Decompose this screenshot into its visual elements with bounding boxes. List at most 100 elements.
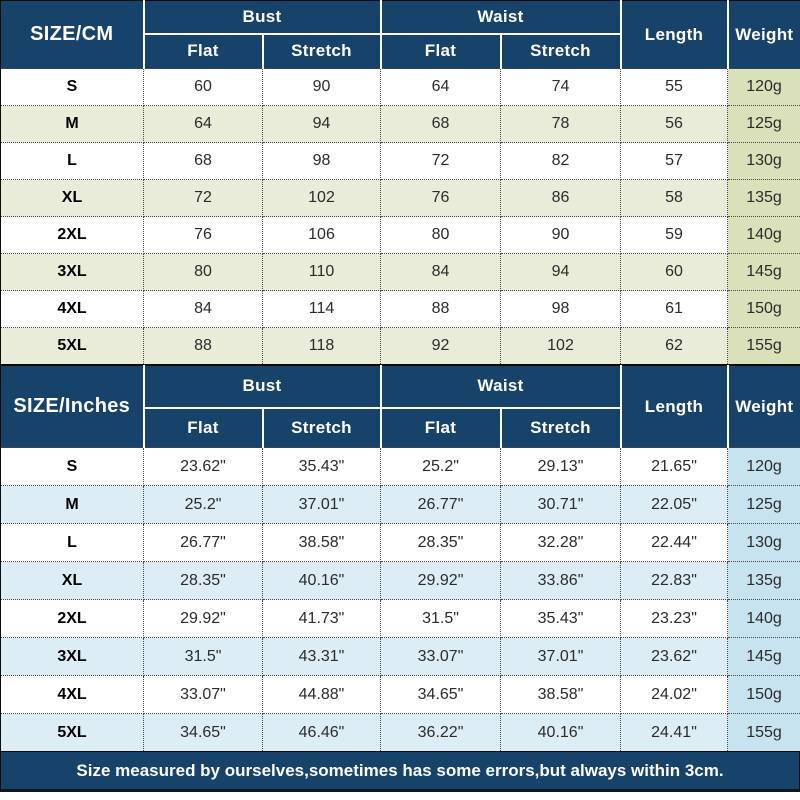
- waist-stretch-cell: 86: [500, 179, 622, 217]
- table-row: M 25.2" 37.01" 26.77" 30.71" 22.05" 125g: [0, 485, 800, 524]
- length-cell: 23.23": [620, 599, 729, 638]
- weight-cell: 125g: [727, 485, 800, 524]
- waist-stretch-cell: 102: [500, 327, 622, 365]
- length-cell: 60: [620, 253, 729, 291]
- size-chart-inches-table: SIZE/Inches Bust Waist Length Weight Fla…: [0, 365, 800, 752]
- bust-stretch-cell: 46.46": [261, 713, 382, 752]
- bust-flat-cell: 23.62": [143, 447, 263, 486]
- length-cell: 57: [620, 142, 729, 180]
- bottom-gap: [0, 792, 800, 797]
- weight-cell: 145g: [727, 253, 800, 291]
- inches-weight-header: Weight: [727, 365, 800, 448]
- waist-stretch-cell: 37.01": [500, 637, 622, 676]
- bust-stretch-cell: 41.73": [261, 599, 382, 638]
- cm-bust-stretch-subheader: Stretch: [262, 33, 382, 69]
- inches-bust-flat-subheader: Flat: [143, 407, 264, 448]
- table-row: XL 28.35" 40.16" 29.92" 33.86" 22.83" 13…: [0, 561, 800, 600]
- waist-flat-cell: 29.92": [380, 561, 502, 600]
- length-cell: 58: [620, 179, 729, 217]
- size-cell: 5XL: [0, 713, 144, 752]
- bust-stretch-cell: 37.01": [261, 485, 382, 524]
- footer-note-bar: Size measured by ourselves,sometimes has…: [0, 752, 800, 789]
- bust-flat-cell: 33.07": [143, 675, 263, 714]
- bust-flat-cell: 25.2": [143, 485, 263, 524]
- length-cell: 24.02": [620, 675, 729, 714]
- table-row: L 68 98 72 82 57 130g: [0, 142, 800, 180]
- waist-stretch-cell: 94: [500, 253, 622, 291]
- size-cell: 5XL: [0, 327, 144, 365]
- size-cell: 3XL: [0, 253, 144, 291]
- waist-stretch-cell: 74: [500, 68, 622, 106]
- waist-stretch-cell: 90: [500, 216, 622, 254]
- waist-stretch-cell: 29.13": [500, 447, 622, 486]
- inches-length-header: Length: [620, 365, 729, 448]
- inches-waist-flat-subheader: Flat: [380, 407, 502, 448]
- waist-flat-cell: 80: [380, 216, 502, 254]
- bust-stretch-cell: 43.31": [261, 637, 382, 676]
- inches-bust-stretch-subheader: Stretch: [262, 407, 382, 448]
- length-cell: 56: [620, 105, 729, 143]
- waist-flat-cell: 31.5": [380, 599, 502, 638]
- bust-stretch-cell: 40.16": [261, 561, 382, 600]
- table-row: S 60 90 64 74 55 120g: [0, 68, 800, 106]
- size-chart-cm-table: SIZE/CM Bust Waist Length Weight Flat St…: [0, 0, 800, 365]
- size-cell: 4XL: [0, 290, 144, 328]
- length-cell: 62: [620, 327, 729, 365]
- waist-stretch-cell: 30.71": [500, 485, 622, 524]
- length-cell: 22.83": [620, 561, 729, 600]
- cm-waist-header: Waist: [380, 0, 622, 35]
- footer-note: Size measured by ourselves,sometimes has…: [76, 760, 724, 780]
- length-cell: 21.65": [620, 447, 729, 486]
- cm-header-group-row: SIZE/CM Bust Waist Length Weight: [0, 0, 800, 69]
- cm-header-sub-row: Flat Stretch Flat Stretch: [1, 33, 800, 69]
- length-cell: 22.05": [620, 485, 729, 524]
- cm-waist-stretch-subheader: Stretch: [500, 33, 622, 69]
- bust-stretch-cell: 38.58": [261, 523, 382, 562]
- length-cell: 59: [620, 216, 729, 254]
- bust-flat-cell: 72: [143, 179, 263, 217]
- size-cell: M: [0, 105, 144, 143]
- waist-stretch-cell: 40.16": [500, 713, 622, 752]
- cm-weight-header: Weight: [727, 0, 800, 69]
- weight-cell: 135g: [727, 561, 800, 600]
- bust-flat-cell: 60: [143, 68, 263, 106]
- waist-flat-cell: 68: [380, 105, 502, 143]
- size-cell: M: [0, 485, 144, 524]
- weight-cell: 130g: [727, 142, 800, 180]
- table-row: 3XL 31.5" 43.31" 33.07" 37.01" 23.62" 14…: [0, 637, 800, 676]
- length-cell: 22.44": [620, 523, 729, 562]
- waist-flat-cell: 88: [380, 290, 502, 328]
- table-row: 3XL 80 110 84 94 60 145g: [0, 253, 800, 291]
- size-cell: L: [0, 142, 144, 180]
- weight-cell: 150g: [727, 675, 800, 714]
- cm-bust-header: Bust: [143, 0, 382, 35]
- size-cell: S: [0, 447, 144, 486]
- cm-bust-flat-subheader: Flat: [143, 33, 264, 69]
- waist-stretch-cell: 82: [500, 142, 622, 180]
- waist-flat-cell: 84: [380, 253, 502, 291]
- bust-flat-cell: 84: [143, 290, 263, 328]
- waist-flat-cell: 64: [380, 68, 502, 106]
- inches-waist-header: Waist: [380, 365, 622, 409]
- inches-bust-header: Bust: [143, 365, 382, 409]
- waist-stretch-cell: 78: [500, 105, 622, 143]
- table-row: 5XL 88 118 92 102 62 155g: [0, 327, 800, 365]
- table-row: L 26.77" 38.58" 28.35" 32.28" 22.44" 130…: [0, 523, 800, 562]
- weight-cell: 125g: [727, 105, 800, 143]
- bust-flat-cell: 26.77": [143, 523, 263, 562]
- weight-cell: 120g: [727, 447, 800, 486]
- waist-flat-cell: 28.35": [380, 523, 502, 562]
- bust-flat-cell: 28.35": [143, 561, 263, 600]
- table-row: M 64 94 68 78 56 125g: [0, 105, 800, 143]
- table-row: 4XL 33.07" 44.88" 34.65" 38.58" 24.02" 1…: [0, 675, 800, 714]
- weight-cell: 150g: [727, 290, 800, 328]
- bust-stretch-cell: 94: [261, 105, 382, 143]
- weight-cell: 145g: [727, 637, 800, 676]
- waist-stretch-cell: 32.28": [500, 523, 622, 562]
- length-cell: 61: [620, 290, 729, 328]
- bust-flat-cell: 88: [143, 327, 263, 365]
- bust-stretch-cell: 90: [261, 68, 382, 106]
- bust-stretch-cell: 110: [261, 253, 382, 291]
- table-row: XL 72 102 76 86 58 135g: [0, 179, 800, 217]
